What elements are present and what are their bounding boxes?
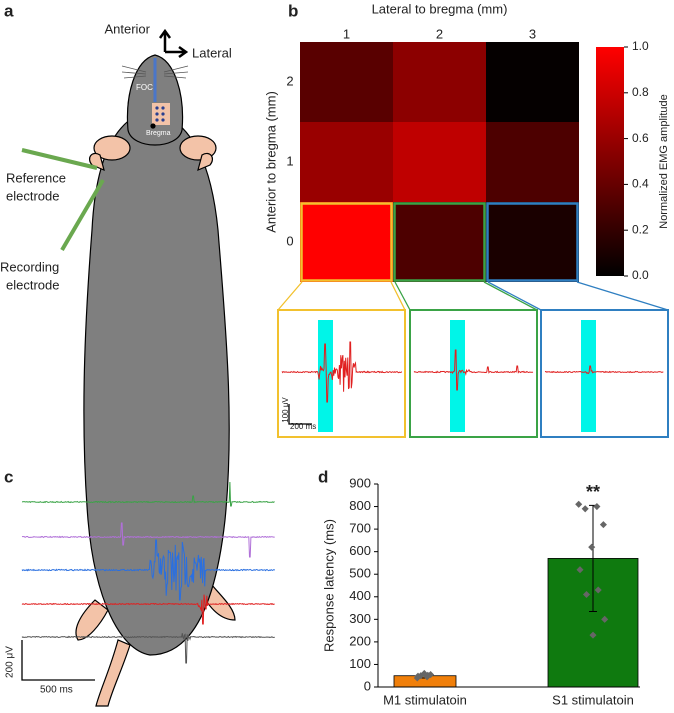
y-tick-label: 0 (364, 678, 371, 693)
heatmap-cell (300, 122, 393, 202)
data-point (593, 503, 601, 511)
data-point (414, 672, 422, 680)
scale-label: 100 μV (281, 397, 290, 423)
y-tick-label: 100 (349, 656, 371, 671)
electrode-label: electrode (6, 188, 59, 203)
emg-trace (413, 349, 534, 391)
colorbar-label: Normalized EMG amplitude (658, 94, 670, 229)
data-point (601, 615, 609, 623)
electrode-label: Recording (0, 259, 59, 274)
data-point (424, 671, 432, 679)
data-point (581, 505, 589, 513)
zoom-line (277, 281, 406, 311)
heatmap-cell (486, 202, 579, 282)
bregma-label: Bregma (146, 130, 171, 137)
panel-label: d (318, 467, 328, 486)
x-tick-label: 2 (436, 26, 443, 41)
emg-trace (281, 341, 403, 403)
axis-label: Lateral (192, 45, 232, 60)
data-point (599, 521, 607, 529)
data-point (588, 543, 596, 551)
y-axis-label: Response latency (ms) (321, 519, 336, 652)
scale-label: 200 ms (290, 422, 316, 431)
foc-label: FOC (136, 83, 153, 92)
heatmap-cell (393, 122, 486, 202)
data-point (575, 500, 583, 508)
scale-bar (21, 404, 312, 681)
emg-trace (544, 365, 664, 375)
data-point (594, 586, 602, 594)
scale-label: 500 ms (40, 685, 73, 696)
electrode-label: Reference (6, 170, 66, 185)
chart-title: Lateral to bregma (mm) (372, 1, 508, 16)
heatmap-cell (393, 202, 486, 282)
axes (377, 484, 640, 688)
heatmap-cell (486, 122, 579, 202)
panel-label: a (4, 1, 14, 20)
emg-trace (21, 633, 275, 664)
y-tick-label: 0 (286, 233, 293, 248)
colorbar-tick-label: 0.6 (632, 131, 649, 145)
cell-outline (486, 202, 579, 282)
colorbar (596, 47, 624, 276)
y-tick-label: 800 (349, 498, 371, 513)
y-tick-label: 2 (286, 73, 293, 88)
inset-box (277, 309, 406, 438)
cell-outline (393, 202, 486, 282)
stim-window (450, 320, 465, 432)
zoom-line (394, 281, 538, 311)
x-tick-label: 3 (529, 26, 536, 41)
annotation: ** (586, 482, 600, 502)
x-tick-label: 1 (343, 26, 350, 41)
heatmap-cell (300, 42, 393, 122)
colorbar-tick-label: 1.0 (632, 39, 649, 53)
panel-label: b (288, 1, 298, 20)
emg-trace (21, 594, 275, 625)
stim-window (581, 320, 596, 432)
y-tick-label: 400 (349, 588, 371, 603)
y-tick-label: 600 (349, 543, 371, 558)
y-tick-label: 1 (286, 153, 293, 168)
x-tick-label: S1 stimulatoin (552, 692, 634, 707)
colorbar-tick-label: 0.0 (632, 268, 649, 282)
cell-outline (300, 202, 393, 282)
y-tick-label: 900 (349, 475, 371, 490)
heatmap-cell (486, 42, 579, 122)
panel-label: c (4, 467, 13, 486)
data-point (582, 590, 591, 599)
y-tick-label: 700 (349, 521, 371, 536)
y-tick-label: 300 (349, 611, 371, 626)
data-point (589, 631, 597, 639)
emg-trace (21, 481, 275, 507)
mouse-drawing (21, 28, 236, 707)
heatmap-cell (393, 42, 486, 122)
heatmap-cell (300, 202, 393, 282)
x-tick-label: M1 stimulatoin (383, 692, 467, 707)
scale-label: 200 μV (5, 646, 16, 678)
inset-box (540, 309, 669, 438)
emg-trace (21, 539, 276, 601)
axis-label: Anterior (104, 21, 150, 36)
inset-box (409, 309, 538, 438)
emg-trace (21, 522, 275, 558)
zoom-line (487, 281, 669, 311)
stim-window (318, 320, 333, 432)
colorbar-tick-label: 0.4 (632, 177, 649, 191)
colorbar-tick-label: 0.8 (632, 85, 649, 99)
y-tick-label: 200 (349, 633, 371, 648)
colorbar-tick-label: 0.2 (632, 222, 649, 236)
y-axis-label: Anterior to bregma (mm) (263, 91, 278, 233)
electrode-label: electrode (6, 277, 59, 292)
y-tick-label: 500 (349, 566, 371, 581)
data-point (576, 566, 584, 574)
